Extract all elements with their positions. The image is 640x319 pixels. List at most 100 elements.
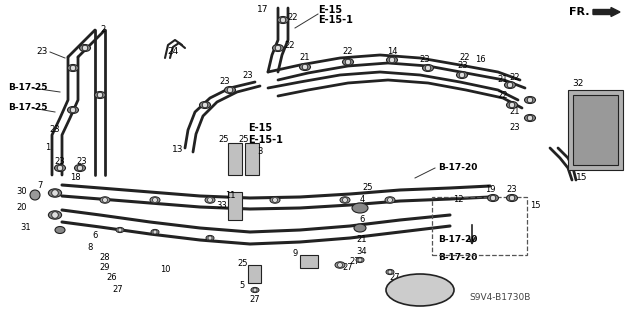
Text: 22: 22 [288, 13, 298, 23]
Ellipse shape [354, 224, 366, 232]
Ellipse shape [342, 58, 353, 65]
Ellipse shape [506, 195, 518, 202]
Ellipse shape [525, 115, 536, 122]
Circle shape [337, 263, 342, 268]
Ellipse shape [150, 197, 160, 203]
Text: 1: 1 [45, 144, 51, 152]
Circle shape [388, 270, 392, 274]
Text: 32: 32 [572, 79, 584, 88]
Circle shape [102, 197, 108, 203]
Text: 21: 21 [509, 108, 520, 116]
Text: 8: 8 [87, 243, 93, 253]
Circle shape [509, 102, 515, 108]
Text: 6: 6 [92, 231, 98, 240]
Circle shape [83, 45, 88, 51]
Bar [300, 255, 318, 268]
Text: 25: 25 [237, 258, 248, 268]
Text: 23: 23 [50, 125, 60, 135]
Ellipse shape [74, 165, 86, 172]
Circle shape [153, 230, 157, 234]
Circle shape [52, 212, 58, 218]
Text: E-15-1: E-15-1 [248, 135, 283, 145]
Text: 13: 13 [172, 145, 184, 154]
Ellipse shape [205, 197, 215, 203]
Bar [248, 265, 261, 283]
Ellipse shape [273, 44, 284, 51]
Text: 22: 22 [498, 91, 508, 100]
Bar [432, 197, 527, 255]
Text: 11: 11 [225, 191, 236, 201]
Text: 15: 15 [530, 201, 540, 210]
Bar [573, 95, 618, 165]
Text: 23: 23 [77, 158, 87, 167]
Ellipse shape [225, 86, 236, 93]
Circle shape [118, 228, 122, 232]
Text: 19: 19 [484, 186, 495, 195]
Text: 27: 27 [250, 295, 260, 305]
Ellipse shape [278, 17, 289, 24]
Circle shape [358, 258, 362, 262]
Circle shape [253, 288, 257, 292]
Circle shape [490, 195, 496, 201]
Text: E-15: E-15 [248, 123, 272, 133]
Circle shape [508, 82, 513, 88]
Text: 23: 23 [420, 56, 430, 64]
Circle shape [97, 92, 103, 98]
Text: 29: 29 [100, 263, 110, 272]
Ellipse shape [151, 229, 159, 234]
Text: S9V4-B1730B: S9V4-B1730B [469, 293, 531, 302]
Text: 23: 23 [458, 61, 468, 70]
Bar [568, 90, 623, 170]
Ellipse shape [79, 44, 90, 51]
Ellipse shape [386, 274, 454, 306]
Circle shape [509, 195, 515, 201]
Ellipse shape [506, 101, 518, 108]
Circle shape [302, 64, 308, 70]
Circle shape [280, 17, 285, 23]
Text: 20: 20 [17, 204, 28, 212]
Circle shape [273, 197, 278, 203]
Text: 15: 15 [576, 174, 588, 182]
Ellipse shape [54, 165, 65, 172]
Text: 23: 23 [243, 71, 253, 80]
Text: 22: 22 [460, 54, 470, 63]
Text: 18: 18 [70, 174, 80, 182]
Text: 12: 12 [452, 196, 463, 204]
Text: 33: 33 [216, 201, 227, 210]
Text: 21: 21 [300, 53, 310, 62]
Text: 25: 25 [363, 183, 373, 192]
Text: 14: 14 [387, 48, 397, 56]
Ellipse shape [67, 64, 79, 71]
Ellipse shape [335, 262, 345, 268]
Circle shape [52, 190, 58, 196]
Text: 5: 5 [239, 280, 244, 290]
Text: 2: 2 [100, 26, 105, 34]
Bar [228, 192, 242, 220]
Ellipse shape [340, 197, 350, 203]
Circle shape [527, 97, 532, 103]
Circle shape [227, 87, 233, 93]
Circle shape [207, 197, 212, 203]
Ellipse shape [116, 227, 124, 233]
Circle shape [30, 190, 40, 200]
Ellipse shape [422, 64, 433, 71]
Ellipse shape [385, 197, 395, 203]
Text: B-17-20: B-17-20 [438, 254, 477, 263]
Ellipse shape [49, 189, 61, 197]
Circle shape [275, 45, 281, 51]
Text: 7: 7 [37, 181, 43, 189]
Text: 21: 21 [356, 235, 367, 244]
Circle shape [389, 57, 395, 63]
Text: 25: 25 [219, 136, 229, 145]
Text: 34: 34 [356, 248, 367, 256]
Text: 28: 28 [100, 254, 110, 263]
Circle shape [152, 197, 157, 203]
Text: 30: 30 [17, 188, 28, 197]
Text: 27: 27 [342, 263, 353, 272]
Text: 9: 9 [292, 249, 298, 257]
Text: 23: 23 [220, 78, 230, 86]
Text: 3: 3 [257, 147, 262, 157]
Ellipse shape [356, 257, 364, 263]
Text: 22: 22 [509, 73, 520, 83]
Ellipse shape [95, 92, 106, 99]
